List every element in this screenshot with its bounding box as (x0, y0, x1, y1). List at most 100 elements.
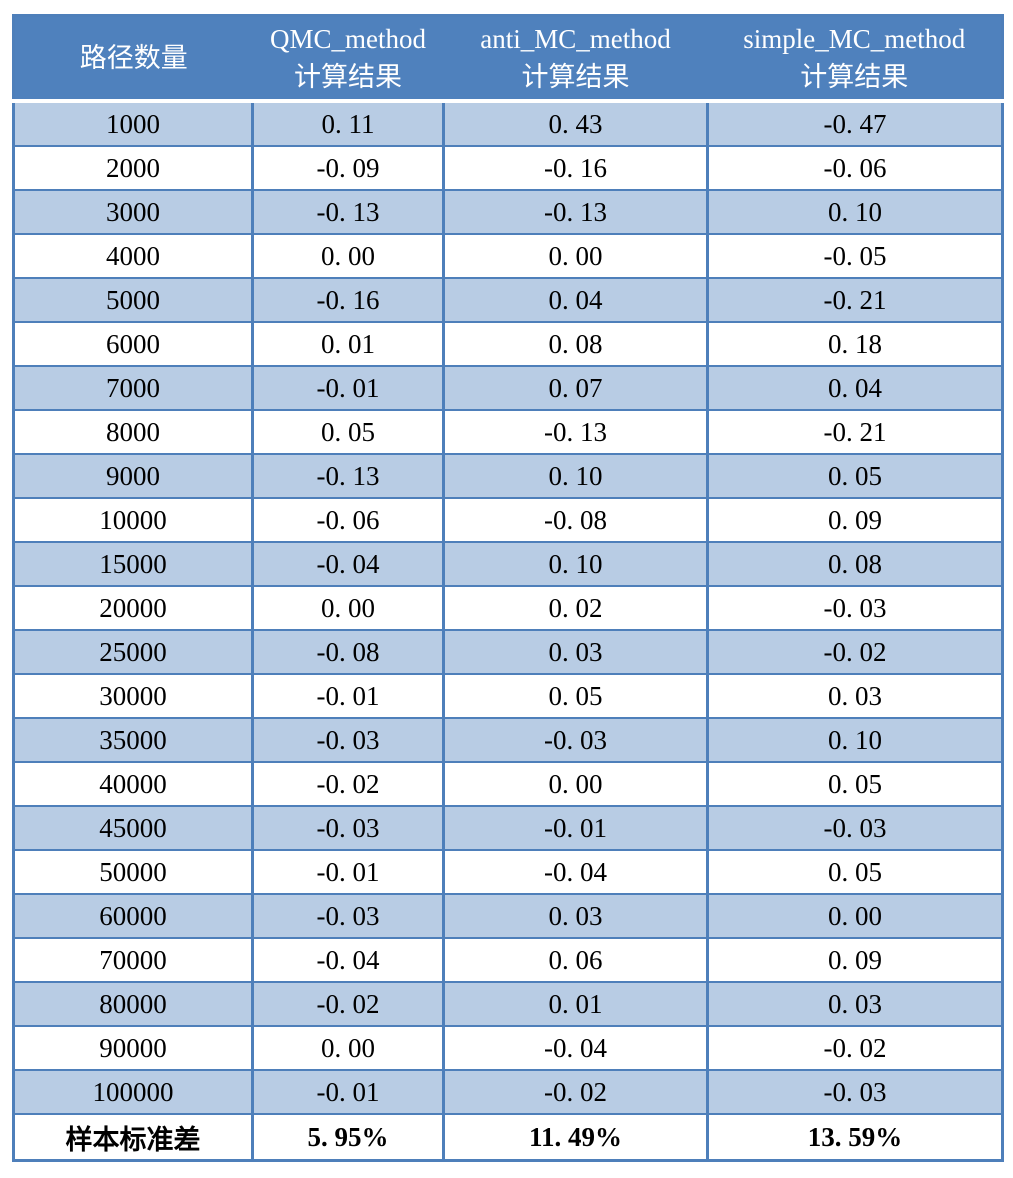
cell-path-count: 90000 (12, 1025, 254, 1071)
cell-path-count: 25000 (12, 629, 254, 675)
cell-path-count: 40000 (12, 761, 254, 807)
cell-anti-mc-result: 0. 10 (442, 453, 709, 499)
cell-path-count: 4000 (12, 233, 254, 279)
cell-qmc-result: -0. 13 (251, 189, 445, 235)
table-row: 45000 -0. 03 -0. 01 -0. 03 (12, 805, 1004, 851)
table-row: 20000 0. 00 0. 02 -0. 03 (12, 585, 1004, 631)
cell-path-count: 3000 (12, 189, 254, 235)
cell-path-count: 1000 (12, 100, 254, 147)
table-row: 25000 -0. 08 0. 03 -0. 02 (12, 629, 1004, 675)
cell-anti-mc-result: -0. 16 (442, 145, 709, 191)
table-row: 100000 -0. 01 -0. 02 -0. 03 (12, 1069, 1004, 1115)
table-row: 10000 -0. 06 -0. 08 0. 09 (12, 497, 1004, 543)
cell-qmc-result: 0. 05 (251, 409, 445, 455)
cell-qmc-result: 0. 00 (251, 1025, 445, 1071)
table-row: 60000 -0. 03 0. 03 0. 00 (12, 893, 1004, 939)
cell-anti-mc-result: -0. 04 (442, 849, 709, 895)
cell-anti-mc-result: -0. 13 (442, 189, 709, 235)
header-cell-simple-mc-method: simple_MC_method 计算结果 (707, 15, 1003, 103)
cell-anti-mc-result: 0. 00 (442, 233, 709, 279)
cell-anti-mc-result: 0. 03 (442, 629, 709, 675)
cell-path-count: 80000 (12, 981, 254, 1027)
cell-simple-mc-result: 0. 08 (706, 541, 1004, 587)
cell-anti-mc-result: 0. 04 (442, 277, 709, 323)
cell-simple-mc-result: -0. 02 (706, 629, 1004, 675)
header-sublabel-anti-mc-method: 计算结果 (521, 62, 630, 92)
cell-qmc-result: -0. 03 (251, 805, 445, 851)
cell-simple-mc-result: 0. 05 (706, 761, 1004, 807)
cell-anti-mc-result: -0. 03 (442, 717, 709, 763)
cell-anti-mc-result: 0. 05 (442, 673, 709, 719)
table-row: 15000 -0. 04 0. 10 0. 08 (12, 541, 1004, 587)
table-row: 1000 0. 11 0. 43 -0. 47 (12, 100, 1004, 147)
header-label-qmc-method: QMC_method (269, 23, 426, 54)
footer-row: 样本标准差 5. 95% 11. 49% 13. 59% (12, 1113, 1004, 1162)
cell-qmc-result: -0. 06 (251, 497, 445, 543)
cell-simple-mc-result: 0. 00 (706, 893, 1004, 939)
results-table: 路径数量 QMC_method 计算结果 anti_MC_method 计算结果… (12, 14, 1004, 1162)
table-row: 30000 -0. 01 0. 05 0. 03 (12, 673, 1004, 719)
cell-qmc-result: 0. 00 (251, 233, 445, 279)
table-row: 2000 -0. 09 -0. 16 -0. 06 (12, 145, 1004, 191)
cell-qmc-result: 0. 00 (251, 585, 445, 631)
cell-simple-mc-result: 0. 03 (706, 673, 1004, 719)
table-row: 7000 -0. 01 0. 07 0. 04 (12, 365, 1004, 411)
cell-path-count: 8000 (12, 409, 254, 455)
cell-simple-mc-result: -0. 02 (706, 1025, 1004, 1071)
table-row: 4000 0. 00 0. 00 -0. 05 (12, 233, 1004, 279)
cell-simple-mc-result: -0. 03 (706, 585, 1004, 631)
header-cell-path-count: 路径数量 (13, 15, 253, 103)
cell-anti-mc-result: 0. 10 (442, 541, 709, 587)
cell-qmc-result: -0. 02 (251, 981, 445, 1027)
footer-cell-label: 样本标准差 (12, 1113, 254, 1162)
cell-simple-mc-result: -0. 21 (706, 409, 1004, 455)
cell-anti-mc-result: 0. 02 (442, 585, 709, 631)
cell-path-count: 10000 (12, 497, 254, 543)
cell-anti-mc-result: -0. 08 (442, 497, 709, 543)
cell-simple-mc-result: 0. 10 (706, 717, 1004, 763)
table-row: 9000 -0. 13 0. 10 0. 05 (12, 453, 1004, 499)
cell-qmc-result: -0. 01 (251, 365, 445, 411)
cell-qmc-result: -0. 02 (251, 761, 445, 807)
cell-simple-mc-result: -0. 03 (706, 805, 1004, 851)
cell-simple-mc-result: 0. 09 (706, 497, 1004, 543)
cell-qmc-result: 0. 01 (251, 321, 445, 367)
cell-path-count: 5000 (12, 277, 254, 323)
cell-simple-mc-result: 0. 18 (706, 321, 1004, 367)
cell-simple-mc-result: 0. 09 (706, 937, 1004, 983)
table-header: 路径数量 QMC_method 计算结果 anti_MC_method 计算结果… (13, 15, 1003, 103)
cell-simple-mc-result: -0. 03 (706, 1069, 1004, 1115)
cell-path-count: 2000 (12, 145, 254, 191)
table-row: 70000 -0. 04 0. 06 0. 09 (12, 937, 1004, 983)
cell-simple-mc-result: -0. 05 (706, 233, 1004, 279)
cell-simple-mc-result: 0. 05 (706, 849, 1004, 895)
cell-path-count: 60000 (12, 893, 254, 939)
cell-qmc-result: -0. 04 (251, 937, 445, 983)
table-body: 1000 0. 11 0. 43 -0. 47 2000 -0. 09 -0. … (12, 100, 1004, 1115)
table-row: 6000 0. 01 0. 08 0. 18 (12, 321, 1004, 367)
cell-simple-mc-result: -0. 21 (706, 277, 1004, 323)
cell-simple-mc-result: 0. 05 (706, 453, 1004, 499)
footer-cell-qmc-stddev: 5. 95% (251, 1113, 445, 1162)
cell-path-count: 70000 (12, 937, 254, 983)
cell-qmc-result: -0. 03 (251, 717, 445, 763)
footer-cell-simple-stddev: 13. 59% (706, 1113, 1004, 1162)
header-cell-anti-mc-method: anti_MC_method 计算结果 (443, 15, 708, 103)
cell-qmc-result: -0. 01 (251, 849, 445, 895)
cell-path-count: 15000 (12, 541, 254, 587)
cell-path-count: 9000 (12, 453, 254, 499)
cell-simple-mc-result: 0. 03 (706, 981, 1004, 1027)
cell-anti-mc-result: 0. 01 (442, 981, 709, 1027)
table-footer: 样本标准差 5. 95% 11. 49% 13. 59% (12, 1113, 1004, 1162)
cell-simple-mc-result: 0. 04 (706, 365, 1004, 411)
cell-path-count: 6000 (12, 321, 254, 367)
cell-qmc-result: -0. 04 (251, 541, 445, 587)
table-row: 40000 -0. 02 0. 00 0. 05 (12, 761, 1004, 807)
cell-anti-mc-result: -0. 01 (442, 805, 709, 851)
table-row: 35000 -0. 03 -0. 03 0. 10 (12, 717, 1004, 763)
cell-anti-mc-result: 0. 07 (442, 365, 709, 411)
table-row: 90000 0. 00 -0. 04 -0. 02 (12, 1025, 1004, 1071)
cell-qmc-result: -0. 09 (251, 145, 445, 191)
cell-qmc-result: -0. 08 (251, 629, 445, 675)
